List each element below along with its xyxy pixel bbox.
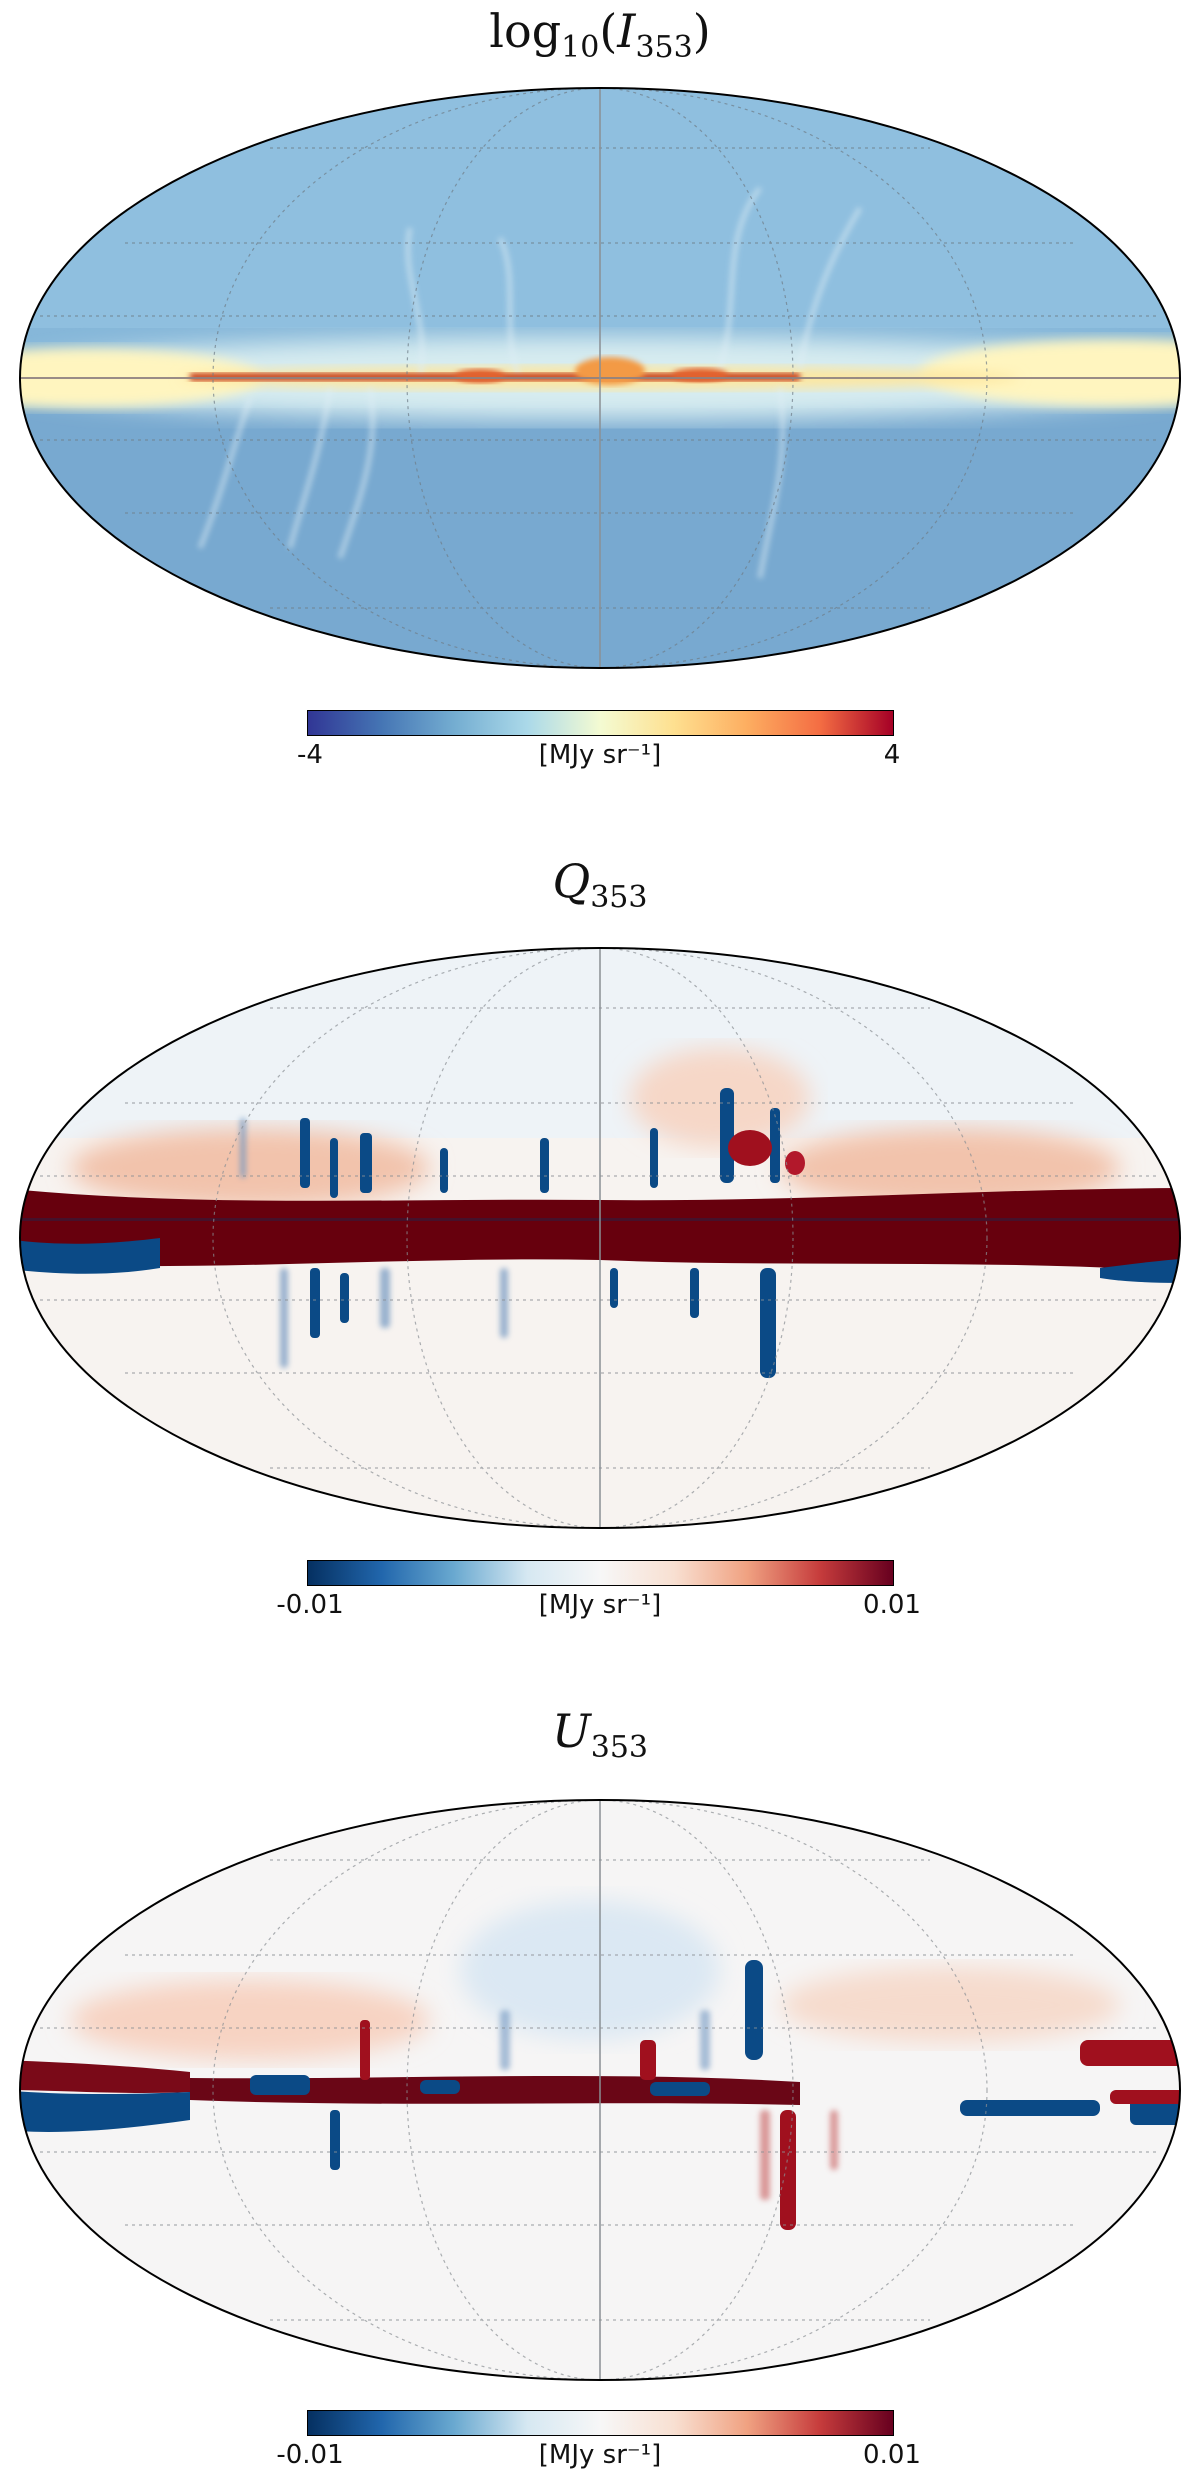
u-colorbar-max: 0.01 xyxy=(863,2440,921,2470)
q-colorbar xyxy=(307,1560,894,1586)
intensity-colorbar-min: -4 xyxy=(297,740,323,770)
u-panel: U353 xyxy=(0,1700,1200,2476)
u-colorbar-unit: [MJy sr⁻¹] xyxy=(538,2440,662,2470)
q-colorbar-max: 0.01 xyxy=(863,1590,921,1620)
q-colorbar-unit: [MJy sr⁻¹] xyxy=(538,1590,662,1620)
intensity-allsky-map xyxy=(19,87,1181,669)
u-title: U353 xyxy=(551,1704,649,1765)
intensity-colorbar-unit: [MJy sr⁻¹] xyxy=(538,740,662,770)
u-allsky-map xyxy=(19,1799,1181,2381)
intensity-panel: log10(I353) xyxy=(0,0,1200,800)
q-allsky-map xyxy=(19,947,1181,1529)
u-colorbar-min: -0.01 xyxy=(276,2440,344,2470)
u-colorbar xyxy=(307,2410,894,2436)
intensity-colorbar-max: 4 xyxy=(883,740,901,770)
q-colorbar-min: -0.01 xyxy=(276,1590,344,1620)
intensity-colorbar xyxy=(307,710,894,736)
q-panel: Q353 xyxy=(0,850,1200,1650)
q-title: Q353 xyxy=(552,854,648,915)
intensity-title: log10(I353) xyxy=(489,4,711,65)
